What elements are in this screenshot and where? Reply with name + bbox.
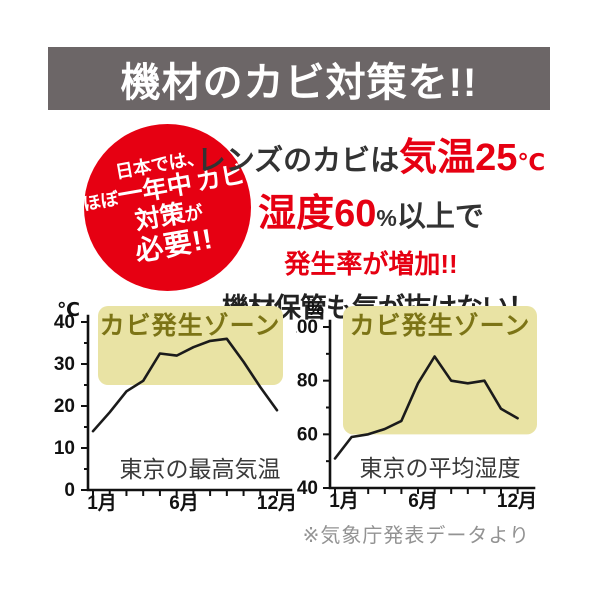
mold-zone-label: カビ発生ゾーン bbox=[350, 311, 531, 340]
red-circle-badge: 日本では、 ほぼ一年中 カビ対策が 必要!! bbox=[81, 124, 251, 291]
series-label: 東京の最高気温 bbox=[120, 456, 281, 482]
y-axis-unit: ℃ bbox=[57, 300, 80, 321]
celsius-unit: ℃ bbox=[517, 149, 546, 175]
page-title: 機材のカビ対策を!! bbox=[120, 60, 478, 105]
y-tick-label: 20 bbox=[54, 396, 75, 417]
chart-tokyo-average-humidity: カビ発生ゾーン 40 60 80 100% 1月 6月 12月 東京の平均湿度 bbox=[296, 299, 537, 512]
y-axis-unit: % bbox=[307, 299, 324, 320]
x-tick-label: 1月 bbox=[329, 491, 359, 512]
mold-zone bbox=[98, 306, 283, 385]
title-banner: 機材のカビ対策を!! bbox=[48, 47, 550, 110]
headline-1-dark: レンズのカビは bbox=[196, 145, 400, 177]
x-tick-label: 12月 bbox=[497, 491, 537, 512]
y-tick-label: 0 bbox=[64, 480, 75, 501]
y-tick-label: 60 bbox=[297, 424, 318, 445]
percent-unit: % bbox=[376, 205, 397, 231]
headline-1-red: 気温25 bbox=[399, 137, 518, 179]
y-tick-label: 100 bbox=[296, 317, 318, 338]
x-tick-label: 6月 bbox=[169, 493, 199, 514]
x-tick-label: 1月 bbox=[87, 493, 117, 514]
y-tick-label: 30 bbox=[54, 354, 75, 375]
y-tick-label: 10 bbox=[54, 438, 75, 459]
tokyo-max-temperature-line bbox=[91, 337, 279, 433]
headline-2-dark: 以上で bbox=[396, 201, 484, 233]
series-label: 東京の平均湿度 bbox=[360, 455, 521, 481]
headline-line-1: レンズのカビは 気温25 ℃ bbox=[197, 126, 546, 181]
chart-tokyo-max-temperature: カビ発生ゾーン 0 10 20 30 40℃ 1月 6月 12月 東京の最高気温 bbox=[54, 300, 297, 514]
y-tick-label: 40 bbox=[54, 312, 75, 333]
x-tick-label: 12月 bbox=[257, 493, 297, 514]
mold-zone bbox=[343, 306, 537, 435]
y-tick-label: 80 bbox=[297, 371, 318, 392]
headline-line-3: 発生率が増加!! bbox=[284, 249, 458, 279]
tokyo-average-humidity-line bbox=[333, 355, 519, 460]
headline-line-2: 湿度60% 以上で bbox=[222, 182, 520, 237]
x-tick-label: 6月 bbox=[408, 491, 438, 512]
data-source-note: ※気象庁発表データより bbox=[302, 525, 530, 547]
y-tick-label: 40 bbox=[297, 478, 318, 499]
mold-zone-label: カビ発生ゾーン bbox=[100, 311, 281, 340]
headline-2-red: 湿度60 bbox=[258, 193, 377, 235]
